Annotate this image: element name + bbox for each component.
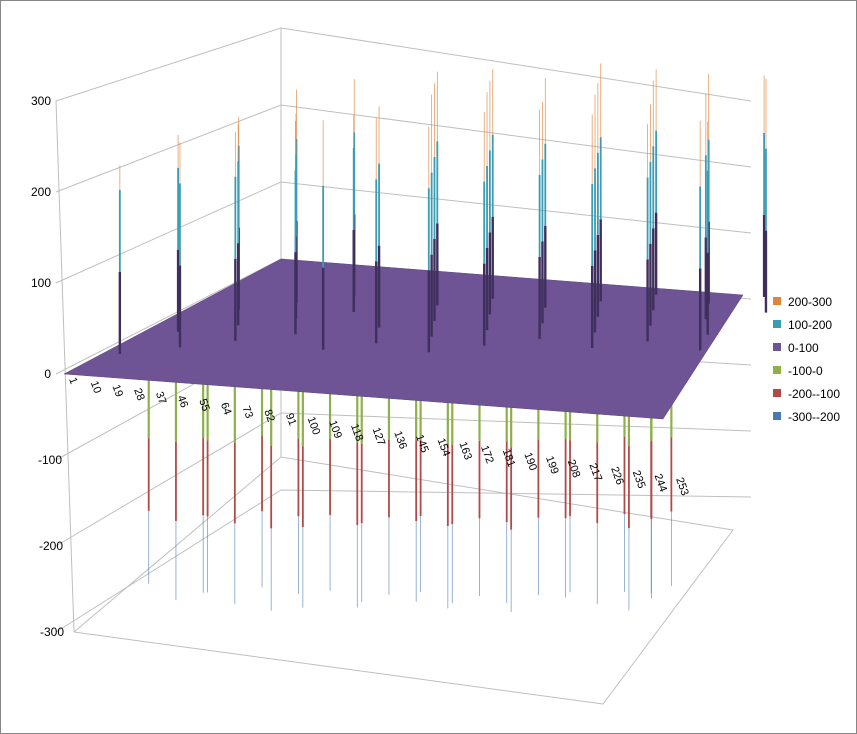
- x-tick-label: 226: [608, 465, 626, 486]
- legend-label: 0-100: [788, 341, 819, 355]
- z-tick-label: 0: [44, 367, 51, 381]
- z-tick-label: -300: [40, 625, 64, 639]
- x-tick-label: 118: [348, 422, 365, 443]
- z-tick-label: 300: [31, 94, 51, 108]
- legend-label: -300--200: [788, 410, 840, 424]
- z-axis: 300 200 100 0 -100 -200 -300: [31, 94, 75, 639]
- x-tick-label: 28: [131, 387, 146, 403]
- x-tick-label: 82: [261, 408, 276, 424]
- x-tick-label: 235: [630, 469, 648, 490]
- legend-label: -100-0: [788, 364, 823, 378]
- legend: 200-300 100-200 0-100 -100-0 -200--100 -300--…: [773, 295, 840, 424]
- x-tick-label: 181: [500, 447, 518, 468]
- x-axis: 1 10 19 28 37 46 55 64 73 82 91 100 109 118 127 136 145 1…: [66, 376, 691, 497]
- x-tick-label: 1: [66, 376, 79, 386]
- x-tick-label: 163: [456, 440, 474, 461]
- x-tick-label: 244: [652, 472, 670, 493]
- x-tick-label: 154: [435, 437, 453, 458]
- x-tick-label: 55: [196, 397, 211, 413]
- x-tick-label: 136: [391, 429, 409, 450]
- legend-label: 100-200: [788, 318, 832, 332]
- z-tick-label: -200: [39, 539, 63, 553]
- peaks: [118, 63, 768, 354]
- x-tick-label: 91: [283, 412, 298, 428]
- legend-swatch: [773, 389, 781, 397]
- legend-swatch: [773, 297, 781, 305]
- legend-swatch: [773, 412, 781, 420]
- floor-front-edge: [73, 631, 604, 705]
- gridline: [55, 489, 752, 633]
- z-tick-label: 100: [31, 276, 51, 290]
- x-tick-label: 19: [110, 383, 125, 399]
- z-axis-line: [55, 100, 75, 633]
- z-tick-label: 200: [31, 185, 51, 199]
- x-tick-label: 64: [218, 401, 233, 417]
- x-tick-label: 208: [565, 458, 583, 479]
- legend-swatch: [773, 366, 781, 374]
- legend-label: 200-300: [788, 295, 832, 309]
- x-tick-label: 199: [543, 454, 561, 475]
- x-tick-label: 109: [326, 419, 344, 440]
- x-tick-label: 100: [305, 415, 323, 436]
- x-tick-label: 127: [370, 426, 388, 447]
- x-tick-label: 217: [586, 462, 604, 483]
- x-tick-label: 145: [413, 433, 431, 454]
- gridline: [55, 27, 752, 102]
- legend-label: -200--100: [788, 387, 840, 401]
- x-tick-label: 172: [478, 444, 496, 465]
- x-tick-label: 10: [88, 379, 103, 395]
- x-tick-label: 46: [175, 394, 190, 410]
- legend-swatch: [773, 343, 781, 351]
- x-tick-label: 253: [673, 476, 691, 497]
- x-tick-label: 73: [240, 404, 255, 420]
- floor-outline: [73, 456, 734, 705]
- legend-swatch: [773, 320, 781, 328]
- surface-plane: [63, 258, 744, 420]
- z-tick-label: -100: [38, 453, 62, 467]
- x-tick-label: 37: [153, 390, 168, 406]
- surface-floor: [63, 258, 744, 420]
- x-tick-label: 190: [521, 451, 539, 472]
